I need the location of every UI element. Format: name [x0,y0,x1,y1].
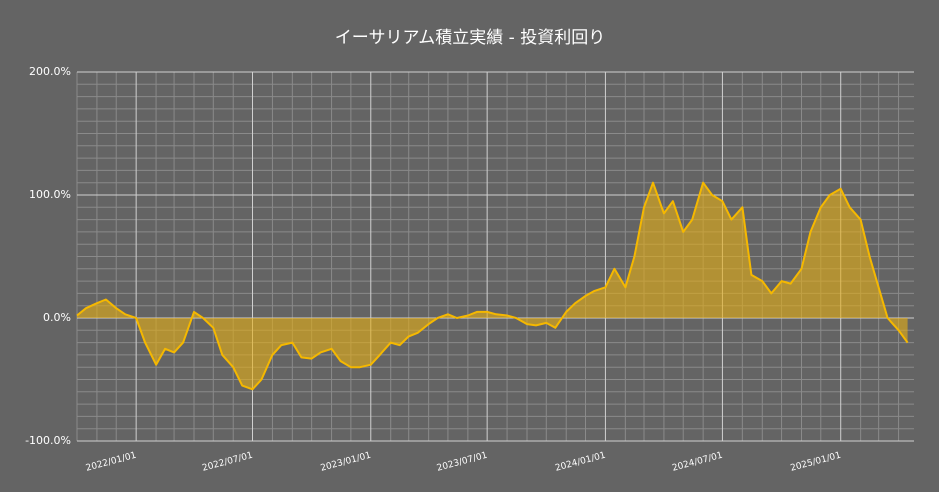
chart-title: イーサリアム積立実績 - 投資利回り [335,28,605,48]
y-tick-label: 200.0% [29,65,71,78]
y-tick-label: -100.0% [25,434,71,447]
y-tick-label: 100.0% [29,188,71,201]
y-tick-label: 0.0% [43,311,71,324]
area [77,182,908,390]
line [76,181,909,391]
